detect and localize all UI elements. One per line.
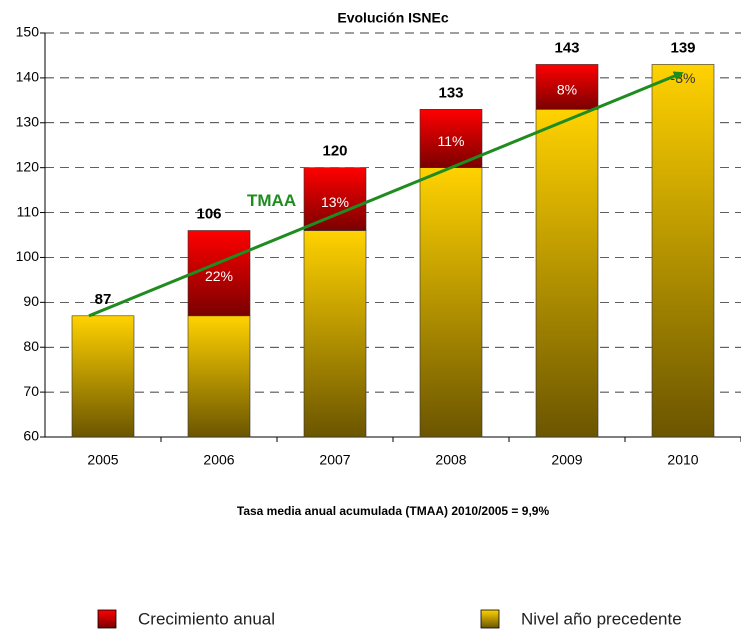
x-tick-label: 2007 <box>319 452 350 468</box>
segment-label: -3% <box>671 70 696 86</box>
total-label: 139 <box>670 39 695 56</box>
legend-label: Crecimiento anual <box>138 609 275 628</box>
x-tick-label: 2010 <box>667 452 698 468</box>
bar-base <box>71 315 135 438</box>
segment-label: 11% <box>438 133 465 149</box>
total-label: 106 <box>196 205 221 222</box>
bar-base <box>535 109 599 438</box>
trend-label: TMAA <box>247 191 296 210</box>
x-tick-label: 2009 <box>551 452 582 468</box>
y-tick-label: 90 <box>23 293 39 309</box>
legend-label: Nivel año precedente <box>521 609 682 628</box>
y-tick-label: 80 <box>23 338 39 354</box>
y-tick-label: 120 <box>16 158 40 174</box>
y-tick-label: 70 <box>23 383 39 399</box>
bar-base <box>187 315 251 438</box>
trend-arrow <box>88 71 684 318</box>
total-label: 87 <box>95 291 112 308</box>
y-tick-label: 60 <box>23 428 39 444</box>
footnote: Tasa media anual acumulada (TMAA) 2010/2… <box>237 504 550 518</box>
total-label: 143 <box>554 39 579 56</box>
y-tick-label: 100 <box>16 248 40 264</box>
y-tick-label: 140 <box>16 69 40 85</box>
x-tick-label: 2008 <box>435 452 466 468</box>
total-label: 133 <box>438 84 463 101</box>
bar-base <box>419 167 483 438</box>
x-tick-label: 2006 <box>203 452 234 468</box>
bar-growth <box>535 64 599 110</box>
bar-base <box>651 64 715 438</box>
legend-swatch <box>480 609 500 629</box>
bar-base <box>303 230 367 438</box>
bar-growth <box>303 167 367 231</box>
x-tick-label: 2005 <box>87 452 118 468</box>
y-tick-label: 150 <box>16 24 40 40</box>
y-tick-label: 110 <box>17 203 40 219</box>
legend-swatch <box>97 609 117 629</box>
segment-label: 8% <box>557 82 577 98</box>
chart-title: Evolución ISNEc <box>337 10 448 26</box>
y-tick-label: 130 <box>16 113 40 129</box>
total-label: 120 <box>322 143 347 160</box>
segment-label: 22% <box>205 268 233 284</box>
segment-label: 13% <box>321 194 349 210</box>
bar-growth <box>187 230 251 317</box>
